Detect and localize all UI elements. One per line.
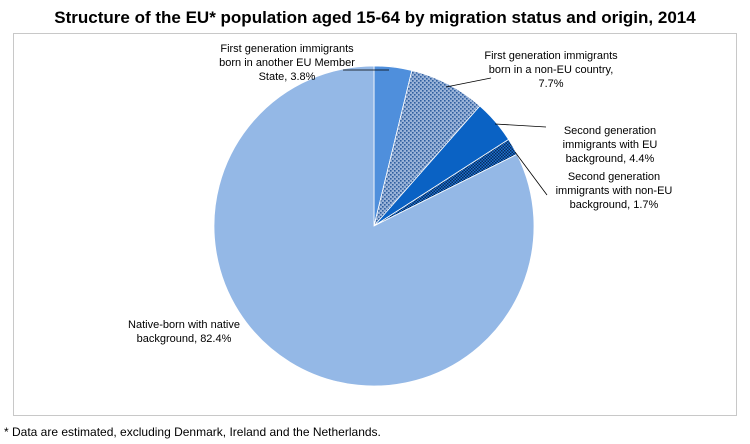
data-label-second-generation-immigrants-with-non-eu-background: Second generation immigrants with non-EU b… (556, 171, 673, 211)
data-label-line: 7.7% (538, 78, 563, 90)
data-label-line: Second generation (568, 171, 660, 183)
data-label-line: background, 4.4% (566, 153, 655, 165)
data-label-line: immigrants with non-EU (556, 185, 673, 197)
data-label-line: Native-born with native (128, 319, 240, 331)
data-label-first-generation-immigrants-born-in-another-eu-member-state: First generation immigrants born in anoth… (219, 43, 355, 83)
leader-line-second-generation-immigrants-with-non-eu-background (514, 151, 548, 196)
data-label-second-generation-immigrants-with-eu-background: Second generation immigrants with EU backg… (563, 125, 658, 165)
data-label-line: First generation immigrants (484, 50, 618, 62)
plot-area-frame (13, 33, 737, 416)
data-label-line: born in a non-EU country, (489, 64, 614, 76)
data-label-line: immigrants with EU (563, 139, 658, 151)
data-label-line: background, 1.7% (570, 199, 659, 211)
data-label-native-born-with-native-background: Native-born with native background, 82.4% (128, 319, 240, 345)
data-label-line: Second generation (564, 125, 656, 137)
data-label-line: State, 3.8% (259, 71, 316, 83)
data-label-line: First generation immigrants (220, 43, 354, 55)
pie-slice-native-born-with-native-background (213, 65, 535, 387)
leader-line-second-generation-immigrants-with-eu-background (494, 123, 547, 128)
data-label-first-generation-immigrants-born-in-a-non-eu-country: First generation immigrants born in a non… (484, 50, 618, 90)
chart-title: Structure of the EU* population aged 15-… (54, 8, 696, 27)
chart-footnote: * Data are estimated, excluding Denmark,… (4, 425, 381, 439)
leader-line-first-generation-immigrants-born-in-a-non-eu-country (445, 77, 492, 88)
data-label-line: born in another EU Member (219, 57, 355, 69)
data-label-line: background, 82.4% (137, 333, 232, 345)
